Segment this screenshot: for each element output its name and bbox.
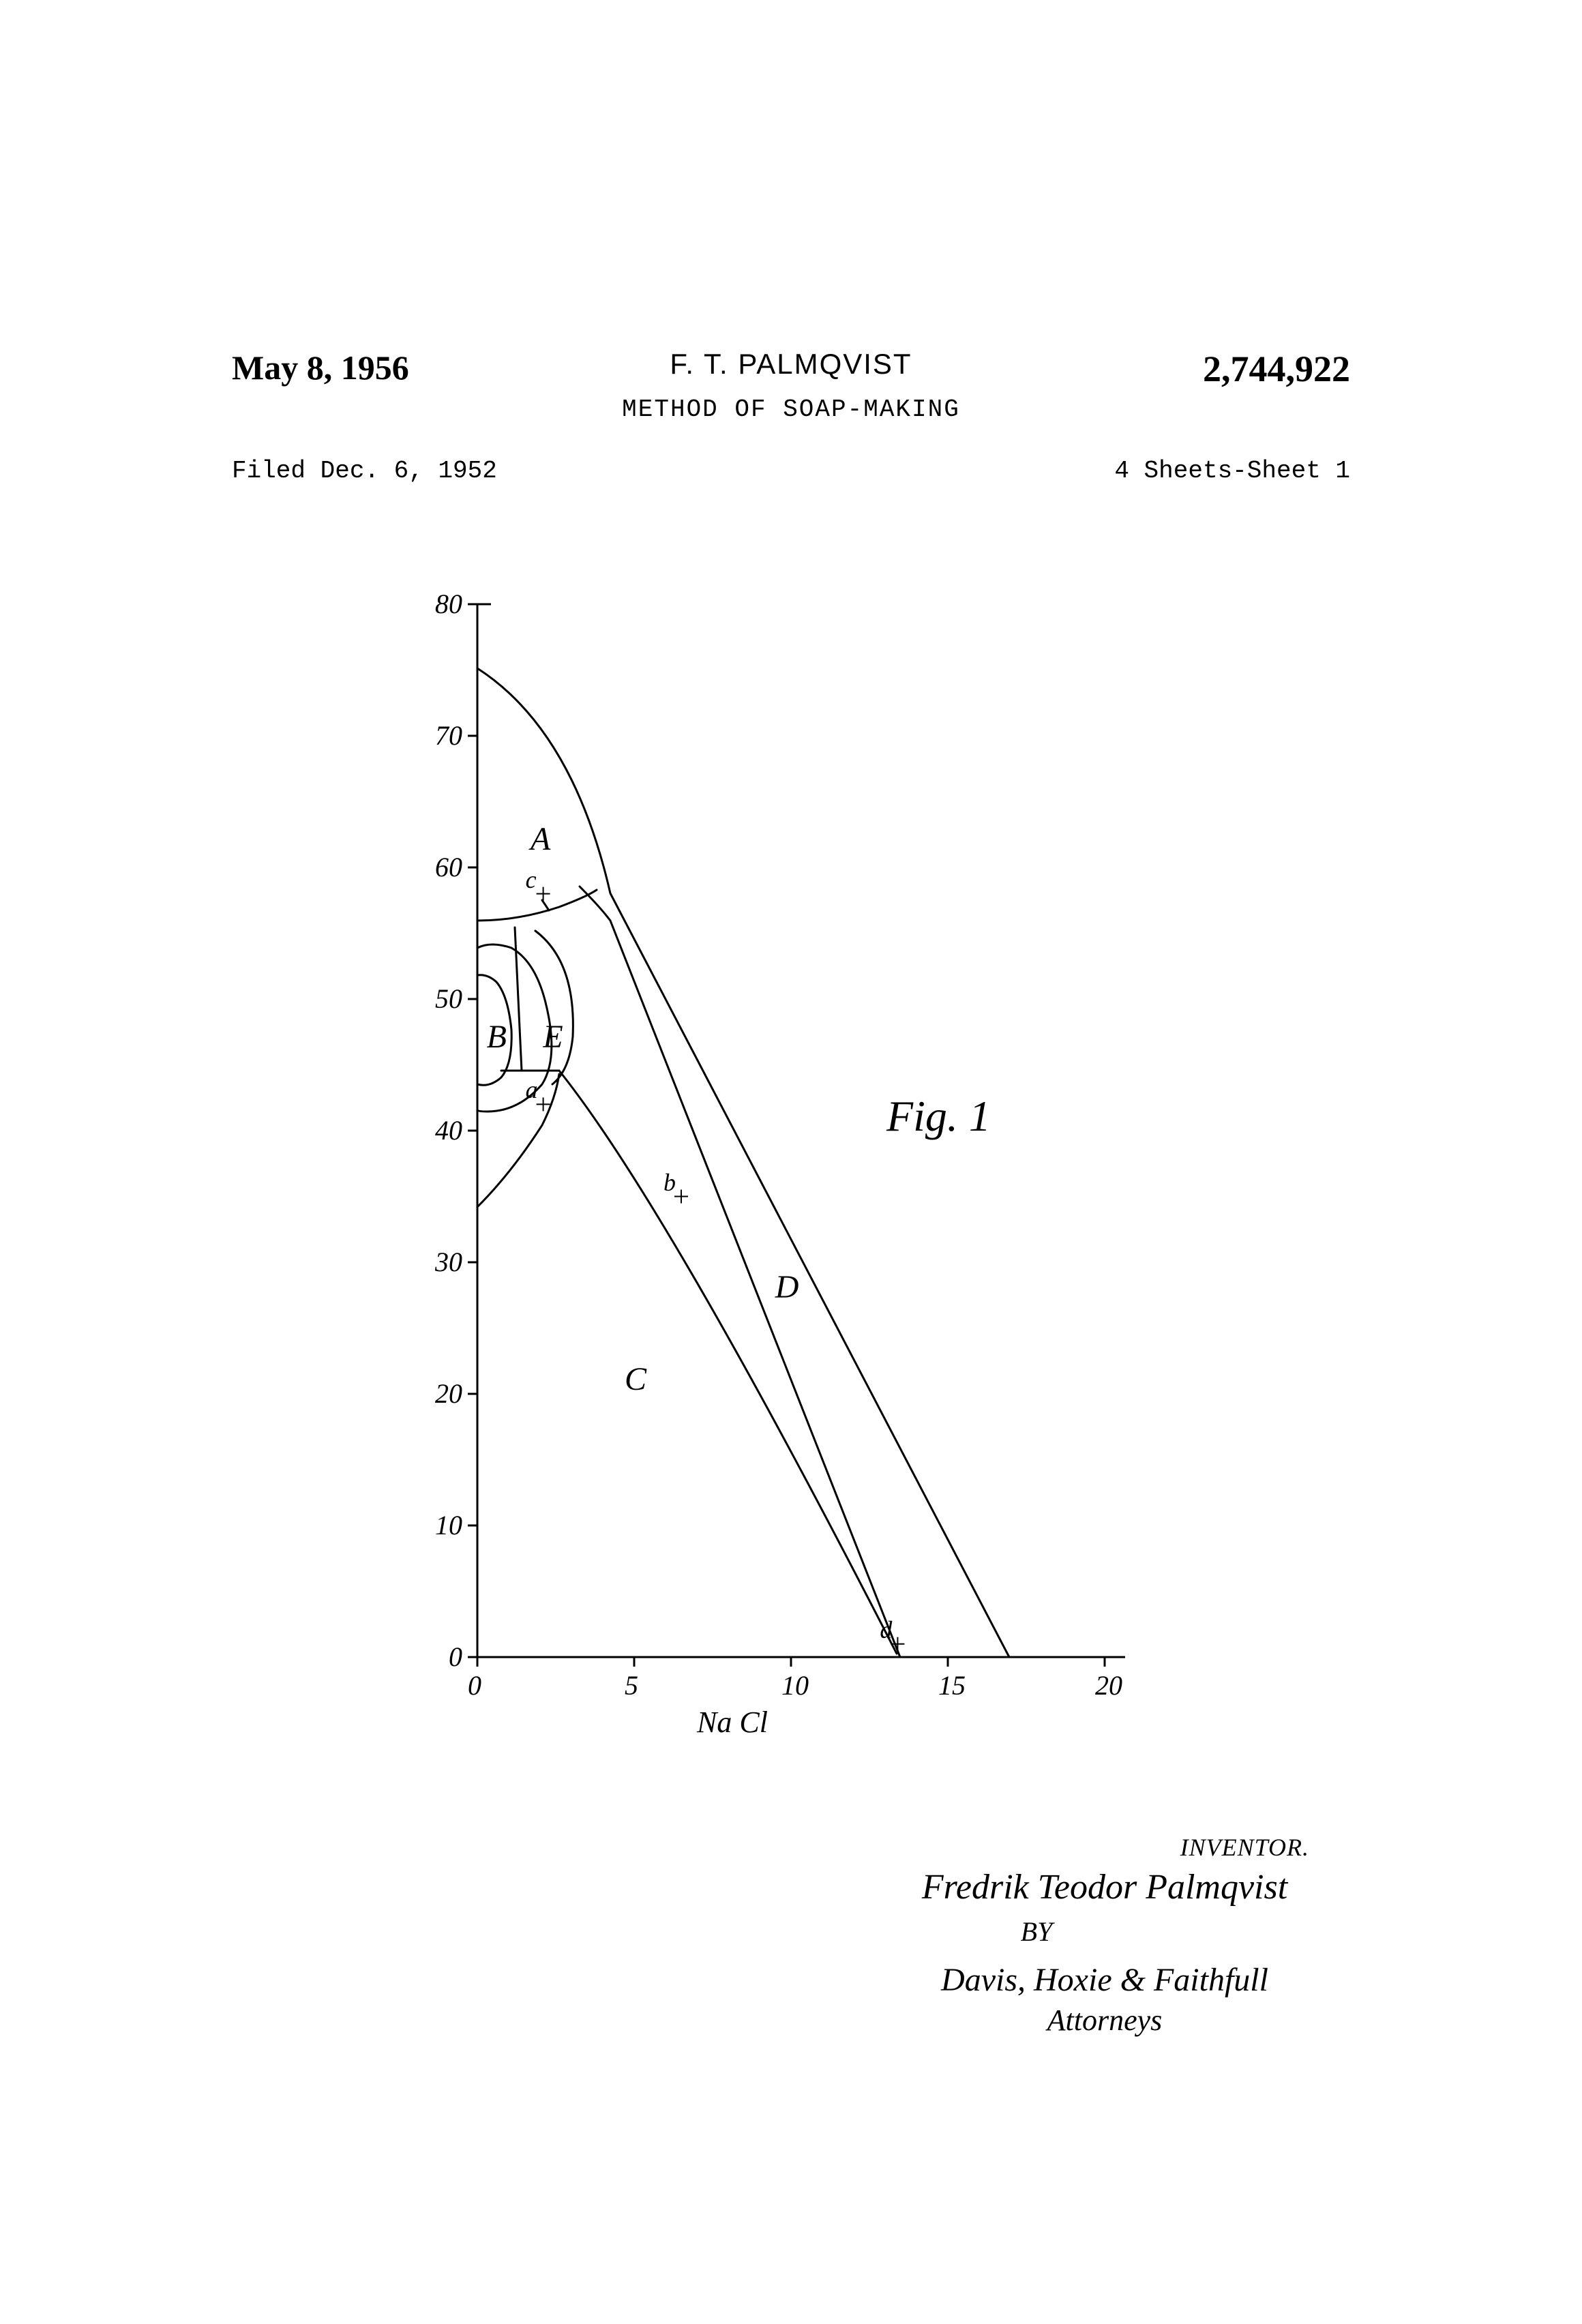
curve-top-arc — [477, 890, 597, 921]
patent-page: May 8, 1956 F. T. PALMQVIST 2,744,922 ME… — [0, 0, 1582, 2324]
inventor-full-name: Fredrik Teodor Palmqvist — [900, 1867, 1309, 1907]
x-tick-10: 10 — [781, 1669, 809, 1701]
y-tick-70: 70 — [435, 719, 462, 751]
point-c: c — [526, 865, 537, 894]
region-D: D — [775, 1268, 799, 1306]
filed-date: Filed Dec. 6, 1952 — [232, 457, 497, 485]
curve-c-tick — [542, 900, 549, 910]
attorneys-signature: Davis, Hoxie & Faithfull — [900, 1961, 1309, 1999]
signature-block: INVENTOR. Fredrik Teodor Palmqvist BY Da… — [900, 1833, 1309, 2038]
attorneys-label: Attorneys — [900, 2003, 1309, 2038]
y-tick-30: 30 — [435, 1246, 462, 1278]
point-a: a — [526, 1075, 538, 1104]
issue-date: May 8, 1956 — [232, 348, 409, 387]
y-tick-20: 20 — [435, 1377, 462, 1410]
x-tick-20: 20 — [1095, 1669, 1122, 1701]
chart-svg — [423, 593, 1173, 1753]
y-tick-60: 60 — [435, 851, 462, 883]
curve-e-left-vert — [515, 927, 522, 1071]
curve-e-right-curve — [535, 931, 573, 1084]
inventor-short: F. T. PALMQVIST — [670, 348, 912, 381]
sheet-info: 4 Sheets-Sheet 1 — [1114, 457, 1350, 485]
x-tick-15: 15 — [938, 1669, 966, 1701]
patent-title: METHOD OF SOAP-MAKING — [622, 396, 960, 423]
figure-label: Fig. 1 — [886, 1091, 991, 1142]
curve-outer-right — [477, 668, 1009, 1657]
region-B: B — [487, 1018, 507, 1056]
y-tick-40: 40 — [435, 1114, 462, 1146]
patent-number: 2,744,922 — [1203, 348, 1350, 390]
point-d: d — [880, 1615, 892, 1644]
curve-lower-arc — [477, 1074, 559, 1207]
x-tick-5: 5 — [625, 1669, 638, 1701]
y-tick-80: 80 — [435, 588, 462, 620]
inventor-heading: INVENTOR. — [900, 1833, 1309, 1862]
phase-diagram: Fig. 1 0102030405060708005101520Na ClABE… — [423, 593, 1173, 1753]
by-label: BY — [900, 1916, 1309, 1948]
x-tick-0: 0 — [468, 1669, 481, 1701]
point-b: b — [663, 1168, 676, 1197]
region-C: C — [625, 1360, 646, 1398]
y-tick-10: 10 — [435, 1509, 462, 1541]
region-A: A — [531, 820, 550, 858]
y-tick-0: 0 — [449, 1641, 462, 1673]
x-axis-label: Na Cl — [697, 1705, 768, 1740]
y-tick-50: 50 — [435, 983, 462, 1015]
curve-d-lower-bound — [559, 1071, 897, 1654]
region-E: E — [543, 1018, 563, 1056]
curve-inner-right — [580, 887, 900, 1657]
